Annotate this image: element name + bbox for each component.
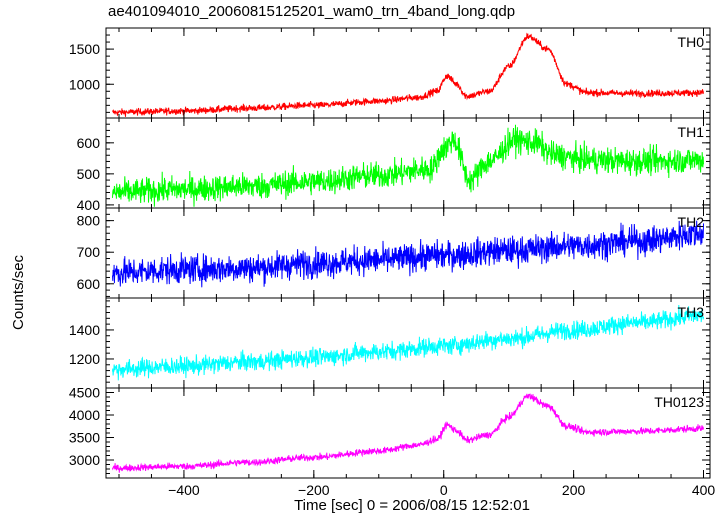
y-tick-label: 1400: [69, 322, 100, 338]
y-tick-label: 600: [77, 276, 101, 292]
y-tick-label: 1500: [69, 41, 100, 57]
panel-label-th0: TH0: [678, 34, 705, 50]
plot-title: ae401094010_20060815125201_wam0_trn_4ban…: [108, 3, 516, 20]
panel-label-th0123: TH0123: [654, 394, 704, 410]
panel-label-th1: TH1: [678, 124, 705, 140]
y-tick-label: 1200: [69, 351, 100, 367]
x-tick-label: 200: [562, 482, 586, 498]
panel-label-th2: TH2: [678, 214, 705, 230]
lightcurve-th0123: [112, 393, 704, 473]
x-tick-label: −200: [298, 482, 330, 498]
y-tick-label: 700: [77, 244, 101, 260]
y-tick-label: 800: [77, 213, 101, 229]
y-tick-label: 4500: [69, 385, 100, 401]
x-axis-label: Time [sec] 0 = 2006/08/15 12:52:01: [294, 497, 530, 514]
y-tick-label: 500: [77, 166, 101, 182]
lightcurve-th3: [112, 304, 704, 381]
panel-frame-th0: [105, 27, 711, 119]
y-tick-label: 1000: [69, 76, 100, 92]
y-tick-label: 3500: [69, 430, 100, 446]
y-axis-label: Counts/sec: [10, 254, 27, 330]
y-tick-label: 400: [77, 197, 101, 213]
y-tick-label: 4000: [69, 407, 100, 423]
x-tick-label: 0: [440, 482, 448, 498]
lightcurve-th1: [112, 124, 704, 207]
x-tick-label: −400: [168, 482, 200, 498]
panel-label-th3: TH3: [678, 304, 705, 320]
panel-frame-th3: [105, 297, 711, 389]
x-tick-label: 400: [692, 482, 716, 498]
y-tick-label: 600: [77, 135, 101, 151]
lightcurve-th0: [112, 32, 704, 117]
y-tick-label: 3000: [69, 452, 100, 468]
lightcurve-th2: [112, 220, 704, 288]
